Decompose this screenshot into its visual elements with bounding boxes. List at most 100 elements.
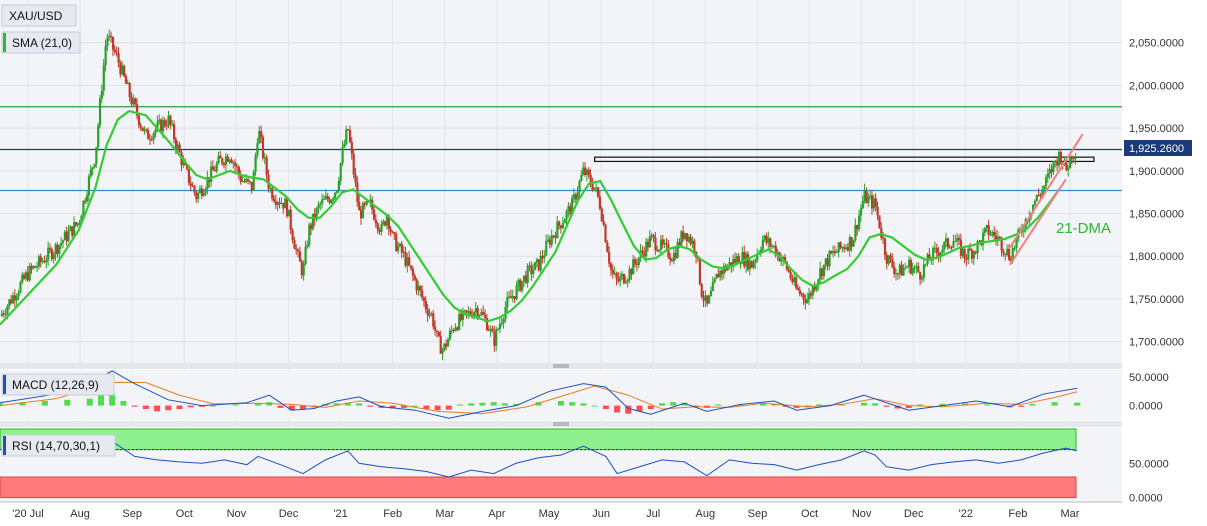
candle-body: [919, 272, 922, 280]
x-tick-label: '20 Jul: [12, 508, 43, 520]
macd-label[interactable]: MACD (12,26,9): [1, 373, 115, 396]
x-tick-label: Dec: [279, 508, 299, 520]
candle-body: [584, 167, 587, 176]
candle-body: [913, 267, 916, 269]
candle-body: [365, 201, 368, 205]
candle-body: [265, 157, 268, 175]
candle-body: [374, 219, 378, 224]
candle-body: [295, 248, 298, 251]
candle-body: [443, 343, 446, 350]
candle-body: [521, 281, 524, 291]
macd-histogram-bar: [602, 405, 609, 410]
x-tick-label: Aug: [70, 508, 90, 520]
candle-body: [863, 190, 866, 202]
candle-body: [310, 224, 313, 229]
candle-body: [23, 274, 26, 279]
panel-separator-1[interactable]: [0, 363, 1122, 369]
sma-label[interactable]: SMA (21,0): [1, 31, 81, 54]
candle-body: [343, 143, 346, 148]
candle-body: [221, 158, 224, 164]
candle-body: [854, 225, 857, 241]
candle-body: [30, 265, 33, 269]
candle-body: [622, 274, 626, 284]
candle-body: [82, 200, 85, 216]
candle-body: [435, 330, 439, 332]
macd-histogram-bar: [457, 404, 464, 406]
candle-body: [954, 241, 957, 243]
candle-body: [391, 231, 394, 233]
macd-histogram-bar: [333, 403, 340, 406]
candle-body: [498, 324, 502, 330]
candle-body: [739, 263, 742, 265]
candle-body: [58, 245, 61, 254]
candle-body: [969, 248, 972, 251]
candle-body: [132, 98, 135, 105]
candle-body: [358, 201, 361, 211]
candle-body: [456, 327, 459, 330]
candle-body: [848, 237, 851, 251]
candle-body: [909, 259, 913, 274]
macd-histogram-bar: [872, 403, 879, 406]
candle-body: [417, 286, 420, 291]
candle-body: [1000, 237, 1003, 251]
candle-body: [900, 264, 903, 276]
symbol-label[interactable]: XAU/USD: [1, 4, 77, 27]
candle-body: [509, 296, 513, 299]
price-y-tick: 1,800.0000: [1129, 251, 1184, 263]
candle-body: [339, 163, 342, 181]
candle-body: [239, 174, 242, 182]
candle-body: [141, 127, 144, 131]
candle-body: [45, 260, 48, 263]
candle-body: [287, 209, 291, 217]
candle-body: [833, 251, 837, 253]
candle-body: [1057, 152, 1061, 166]
candle-body: [517, 279, 520, 286]
candle-body: [591, 183, 594, 191]
candle-body: [330, 199, 333, 203]
candle-body: [659, 239, 663, 250]
candle-body: [174, 139, 178, 149]
candle-body: [572, 194, 576, 198]
candle-body: [482, 311, 485, 315]
candle-body: [993, 232, 996, 236]
candle-body: [428, 313, 431, 316]
candle-body: [226, 156, 229, 162]
candle-body: [34, 266, 37, 268]
candle-body: [272, 198, 276, 202]
candle-body: [347, 129, 350, 131]
candle-body: [415, 279, 418, 291]
macd-histogram-bar: [299, 405, 306, 410]
candle-body: [793, 277, 796, 283]
candle-body: [519, 279, 522, 291]
candle-body: [354, 174, 357, 183]
price-y-tick: 1,750.0000: [1129, 294, 1184, 306]
candle-body: [137, 115, 141, 126]
panel-separator-2[interactable]: [0, 421, 1122, 427]
candle-body: [924, 263, 927, 265]
candle-body: [596, 187, 600, 197]
candle-body: [332, 198, 335, 200]
candle-body: [580, 174, 583, 181]
candle-body: [754, 260, 757, 263]
candle-body: [485, 317, 489, 331]
candle-body: [411, 268, 415, 276]
candle-body: [408, 257, 411, 266]
candle-body: [328, 199, 331, 203]
candle-body: [204, 188, 207, 193]
candle-body: [852, 240, 855, 247]
candle-body: [352, 153, 355, 175]
candle-body: [595, 187, 598, 189]
candle-body: [372, 209, 376, 220]
candle-body: [454, 327, 457, 331]
candle-body: [974, 251, 977, 254]
resistance-rect: [594, 156, 1095, 163]
candle-body: [907, 259, 911, 267]
rsi-label[interactable]: RSI (14,70,30,1): [1, 434, 116, 457]
candle-body: [808, 293, 811, 300]
candle-body: [409, 265, 413, 269]
candle-body: [4, 314, 7, 316]
candle-body: [198, 188, 202, 193]
candle-body: [252, 171, 255, 191]
candle-body: [480, 311, 483, 316]
